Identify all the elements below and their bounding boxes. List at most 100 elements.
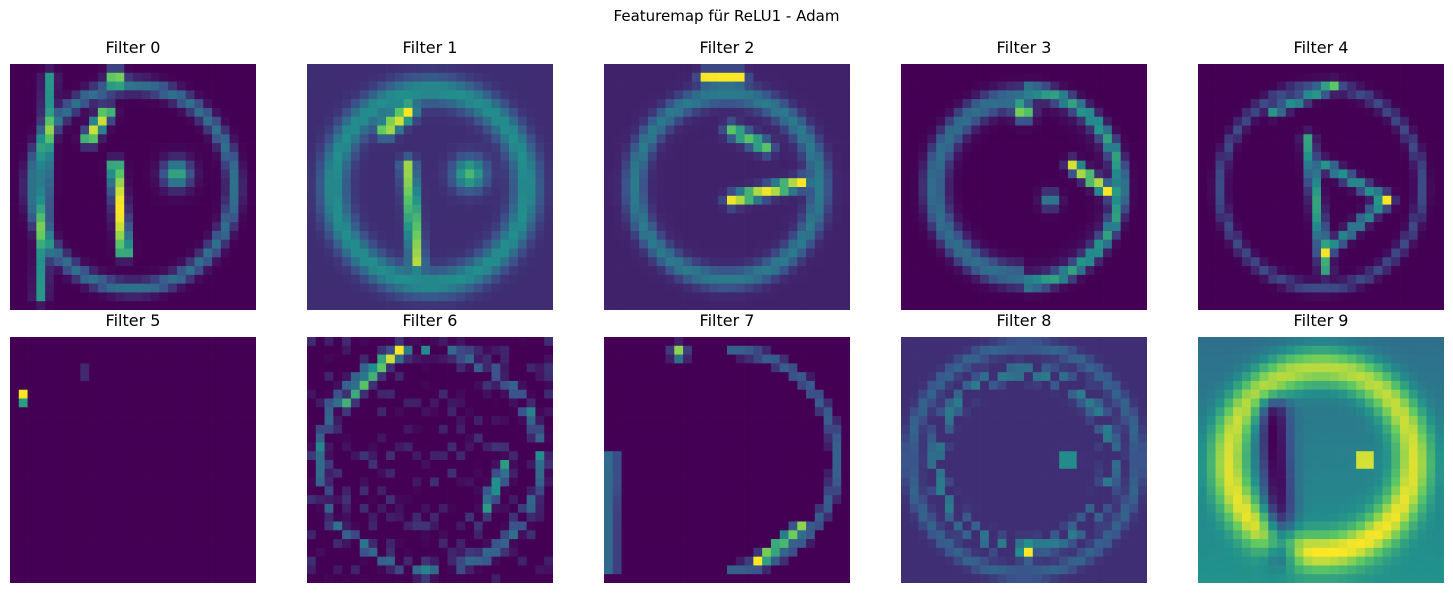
heatmap-cell [212,354,222,364]
heatmap-cell [980,204,990,214]
heatmap-cell [115,477,125,487]
heatmap-cell [368,363,378,373]
heatmap-cell [62,72,72,82]
heatmap-cell [1067,239,1078,249]
heatmap-cell [630,99,640,109]
heatmap-cell [133,195,143,205]
heatmap-cell [1138,257,1147,267]
heatmap-cell [535,107,545,118]
heatmap-cell [412,143,422,153]
heatmap-cell [901,213,911,223]
heatmap-cell [823,72,833,82]
heatmap-cell [386,107,396,118]
heatmap-cell [779,64,789,74]
heatmap-cell [1321,204,1331,214]
heatmap-cell [482,99,492,109]
heatmap-cell [962,151,972,161]
heatmap-cell [1347,64,1357,74]
heatmap-cell [36,556,46,566]
heatmap-cell [27,72,37,82]
heatmap-cell [141,72,151,82]
heatmap-cell [238,565,248,575]
heatmap-cell [115,398,125,408]
heatmap-cell [150,512,160,522]
heatmap-cell [447,354,457,364]
heatmap-cell [412,151,422,161]
heatmap-cell [159,64,169,74]
heatmap-cell [1198,160,1208,170]
heatmap-cell [350,134,361,144]
heatmap-cell [368,134,378,144]
heatmap-cell [97,345,107,355]
heatmap-cell [447,64,457,74]
heatmap-cell [683,151,693,161]
heatmap-cell [509,99,519,109]
heatmap-cell [1417,72,1427,82]
heatmap-cell [1138,222,1147,232]
heatmap-cell [185,389,195,399]
heatmap-cell [1391,107,1401,118]
heatmap-cell [788,107,798,118]
heatmap-cell [1059,134,1069,144]
heatmap-cell [604,239,614,249]
heatmap-cell [412,266,422,276]
heatmap-cell [168,283,178,293]
heatmap-cell [176,521,187,531]
heatmap-cell [832,151,842,161]
heatmap-cell [307,230,317,241]
heatmap-cell [1241,116,1252,126]
heatmap-cell [797,169,807,179]
heatmap-cell [115,530,125,540]
heatmap-cell [10,547,20,557]
heatmap-cell [473,337,484,347]
heatmap-cell [997,160,1007,170]
heatmap-cell [1426,151,1436,161]
heatmap-cell [718,266,728,276]
heatmap-cell [315,301,325,310]
heatmap-cell [1250,81,1260,91]
heatmap-cell [1120,301,1130,310]
heatmap-cell [212,187,222,197]
heatmap-cell [18,495,28,505]
heatmap-cell [762,187,772,197]
heatmap-cell [1294,143,1304,153]
heatmap-cell [229,160,239,170]
heatmap-cell [1277,125,1287,135]
heatmap-cell [141,556,151,566]
heatmap-cell [97,556,107,566]
heatmap-cell [71,477,81,487]
heatmap-cell [350,407,361,417]
heatmap-cell [509,283,519,293]
heatmap-cell [727,213,737,223]
heatmap-cell [656,169,666,179]
heatmap-cell [1085,107,1095,118]
heatmap-cell [159,187,169,197]
heatmap-cell [1067,178,1078,188]
heatmap-cell [62,90,72,100]
heatmap-cell [1076,178,1086,188]
heatmap-cell [841,134,850,144]
heatmap-cell [386,81,396,91]
heatmap-cell [1426,64,1436,74]
heatmap-cell [80,416,90,426]
heatmap-cell [159,407,169,417]
heatmap-cell [1321,195,1331,205]
heatmap-1 [307,64,553,310]
heatmap-cell [1241,72,1252,82]
heatmap-cell [1364,125,1375,135]
heatmap-cell [403,160,413,170]
heatmap-cell [238,143,248,153]
heatmap-cell [133,213,143,223]
heatmap-cell [1356,81,1366,91]
filter-title-2: Filter 2 [699,38,755,57]
heatmap-cell [1224,116,1234,126]
heatmap-cell [1094,257,1104,267]
heatmap-cell [71,151,81,161]
heatmap-cell [229,81,239,91]
heatmap-cell [823,107,833,118]
heatmap-cell [1250,301,1260,310]
heatmap-cell [10,539,20,549]
heatmap-cell [517,345,527,355]
heatmap-cell [1408,134,1418,144]
heatmap-cell [324,125,334,135]
